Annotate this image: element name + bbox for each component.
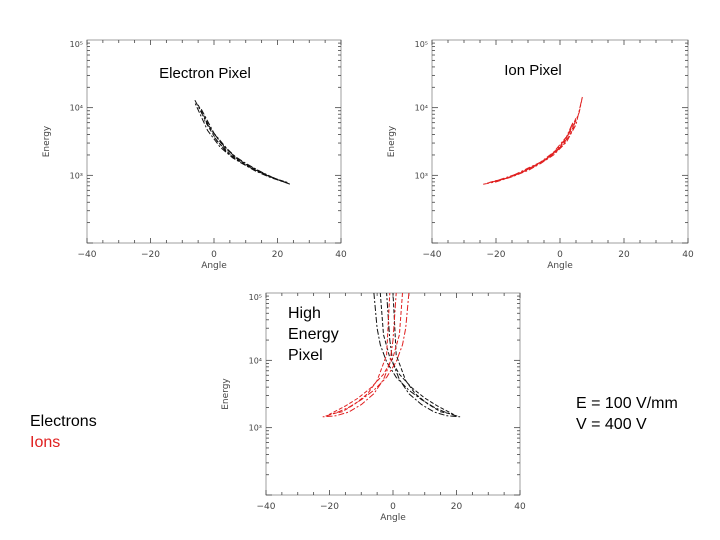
ion-series-line-ions-2 bbox=[492, 122, 574, 183]
ion-series-line-ions-1 bbox=[489, 117, 577, 183]
ion-series-line-ions-0 bbox=[483, 96, 583, 185]
high-energy-x-tick-label: −40 bbox=[257, 502, 276, 512]
ion-chart: −40 −20 0 20 40 10³ 10⁴ 10⁵ Angle Energy Ion Pixel bbox=[387, 39, 694, 271]
electron-chart-title: Electron Pixel bbox=[159, 65, 251, 82]
high-energy-x-tick-label: 0 bbox=[390, 502, 396, 512]
high-energy-series-group bbox=[322, 293, 461, 418]
high-energy-y-tick-label: 10⁵ bbox=[249, 293, 262, 302]
electron-x-tick-label: 20 bbox=[272, 250, 284, 260]
ion-chart-title: Ion Pixel bbox=[504, 62, 562, 79]
electron-y-tick-label: 10⁴ bbox=[70, 104, 83, 113]
electron-x-tick-label: −20 bbox=[141, 250, 160, 260]
electron-x-tick-label: 0 bbox=[211, 250, 217, 260]
high-energy-y-tick-label: 10³ bbox=[249, 424, 262, 433]
electron-y-tick-label: 10³ bbox=[70, 171, 83, 180]
high-energy-y-axis-title: Energy bbox=[221, 378, 231, 410]
field-strength-label: E = 100 V/mm bbox=[576, 395, 678, 412]
high-energy-y-tick-label: 10⁴ bbox=[249, 356, 262, 365]
ion-x-tick-label: 20 bbox=[618, 250, 630, 260]
high-energy-series-line-electrons-0 bbox=[373, 293, 461, 418]
electron-series-line-electrons-1 bbox=[197, 104, 288, 183]
electron-x-tick-label: 40 bbox=[335, 250, 347, 260]
high-energy-series-line-ions-2 bbox=[322, 293, 410, 418]
voltage-label: V = 400 V bbox=[576, 416, 647, 433]
high-energy-chart: −40 −20 0 20 40 10³ 10⁴ 10⁵ Angle Energy High Energ… bbox=[221, 292, 526, 523]
ion-x-tick-label: −40 bbox=[423, 250, 442, 260]
electron-y-axis-title: Energy bbox=[42, 125, 52, 157]
high-energy-chart-title-line: High bbox=[288, 305, 321, 322]
high-energy-x-axis-title: Angle bbox=[380, 513, 406, 523]
ion-y-tick-label: 10³ bbox=[415, 171, 428, 180]
high-energy-chart-title-line: Pixel bbox=[288, 347, 323, 364]
ion-x-tick-label: −20 bbox=[487, 250, 506, 260]
electron-chart: −40 −20 0 20 40 10³ 10⁴ 10⁵ Angle Energy Electron … bbox=[42, 39, 347, 271]
ion-x-tick-label: 40 bbox=[682, 250, 694, 260]
electron-x-axis-title: Angle bbox=[201, 261, 227, 271]
ion-y-tick-label: 10⁴ bbox=[415, 104, 428, 113]
ion-x-tick-label: 0 bbox=[557, 250, 563, 260]
high-energy-x-tick-label: 20 bbox=[451, 502, 463, 512]
electron-series-group bbox=[194, 99, 291, 185]
high-energy-plot-frame bbox=[265, 292, 521, 496]
electron-series-line-electrons-2 bbox=[200, 108, 285, 183]
high-energy-series-line-ions-3 bbox=[329, 293, 403, 415]
high-energy-chart-title-line: Energy bbox=[288, 326, 339, 343]
legend-ions: Ions bbox=[30, 434, 61, 451]
electron-y-tick-label: 10⁵ bbox=[70, 40, 83, 49]
electron-x-tick-label: −40 bbox=[78, 250, 97, 260]
legend-electrons: Electrons bbox=[30, 413, 97, 430]
high-energy-x-tick-label: 40 bbox=[514, 502, 526, 512]
ion-x-axis-title: Angle bbox=[547, 261, 573, 271]
electron-series-line-electrons-0 bbox=[194, 99, 291, 185]
ion-y-axis-title: Energy bbox=[387, 125, 397, 157]
ion-series-group bbox=[483, 96, 583, 185]
ion-y-tick-label: 10⁵ bbox=[415, 40, 428, 49]
high-energy-x-tick-label: −20 bbox=[320, 502, 339, 512]
